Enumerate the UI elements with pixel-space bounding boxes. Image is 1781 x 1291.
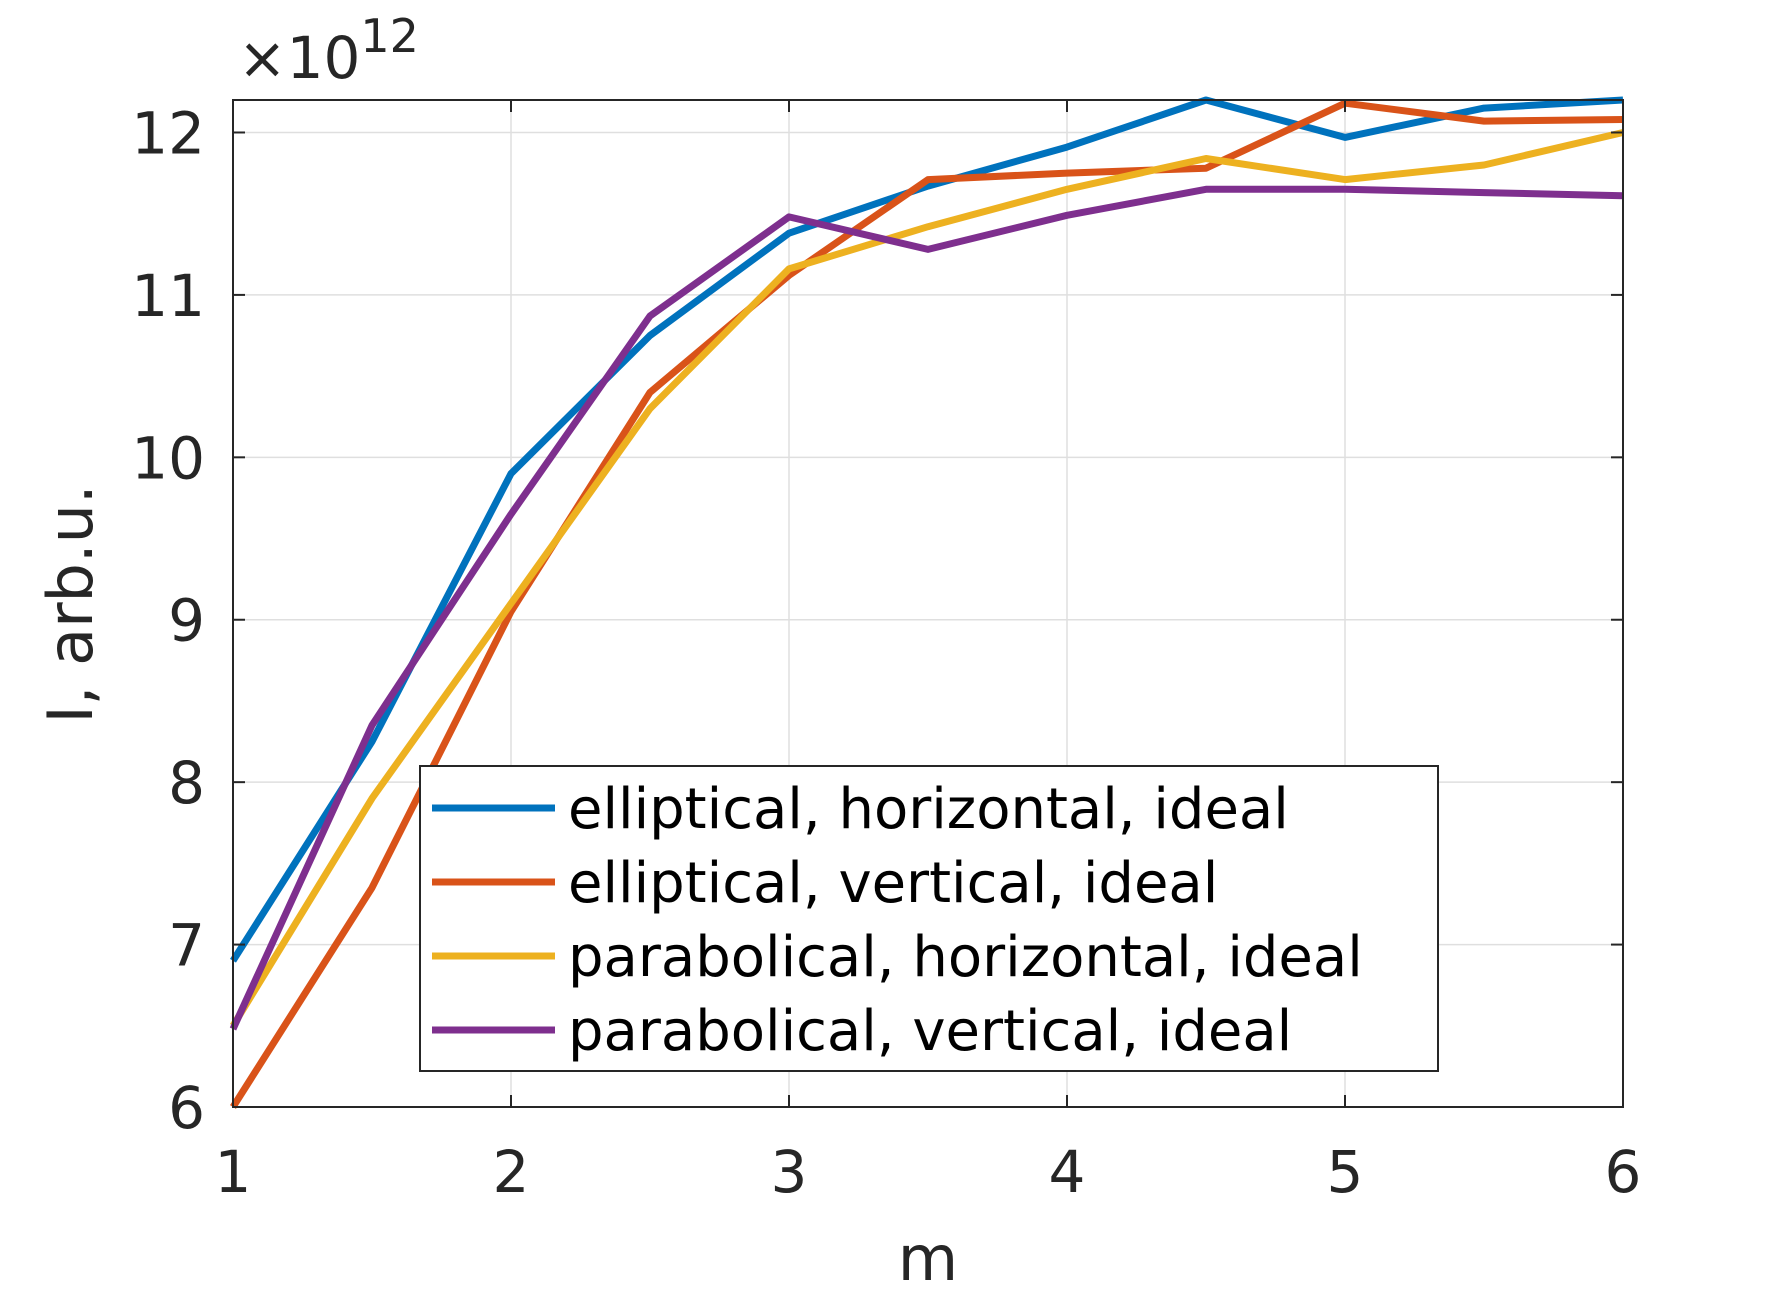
series-line-4 — [229, 185, 1624, 1031]
exponent-label: ×1012 — [238, 9, 419, 92]
legend-label-4: parabolical, vertical, ideal — [568, 999, 1292, 1064]
x-tick-label: 4 — [1049, 1138, 1086, 1206]
x-tick-label: 3 — [771, 1138, 808, 1206]
x-tick-label: 6 — [1605, 1138, 1642, 1206]
y-tick-label: 9 — [168, 587, 205, 655]
legend: elliptical, horizontal, ideal elliptical,… — [419, 765, 1439, 1072]
x-axis-title: m — [898, 1222, 958, 1291]
y-tick-label: 8 — [168, 749, 205, 817]
y-tick-label: 12 — [131, 99, 205, 167]
exponent-power: 12 — [360, 9, 419, 63]
series-line-3 — [230, 129, 1624, 1028]
y-axis-title: I, arb.u. — [34, 484, 107, 723]
series-line-2 — [230, 99, 1624, 1109]
y-tick-label: 6 — [168, 1074, 205, 1142]
exponent-base: ×10 — [238, 24, 360, 92]
legend-box — [419, 765, 1439, 1072]
x-tick-label: 2 — [493, 1138, 530, 1206]
y-tick-label: 11 — [131, 262, 205, 330]
series-line-1 — [230, 96, 1624, 963]
ticks — [232, 100, 1624, 1108]
axes-box — [232, 99, 1624, 1108]
legend-label-3: parabolical, horizontal, ideal — [568, 925, 1363, 990]
legend-label-2: elliptical, vertical, ideal — [568, 851, 1218, 916]
x-tick-label: 1 — [215, 1138, 252, 1206]
y-tick-label: 7 — [168, 912, 205, 980]
y-tick-label: 10 — [131, 424, 205, 492]
series-group — [229, 96, 1624, 1109]
legend-label-1: elliptical, horizontal, ideal — [568, 777, 1289, 842]
x-tick-label: 5 — [1327, 1138, 1364, 1206]
